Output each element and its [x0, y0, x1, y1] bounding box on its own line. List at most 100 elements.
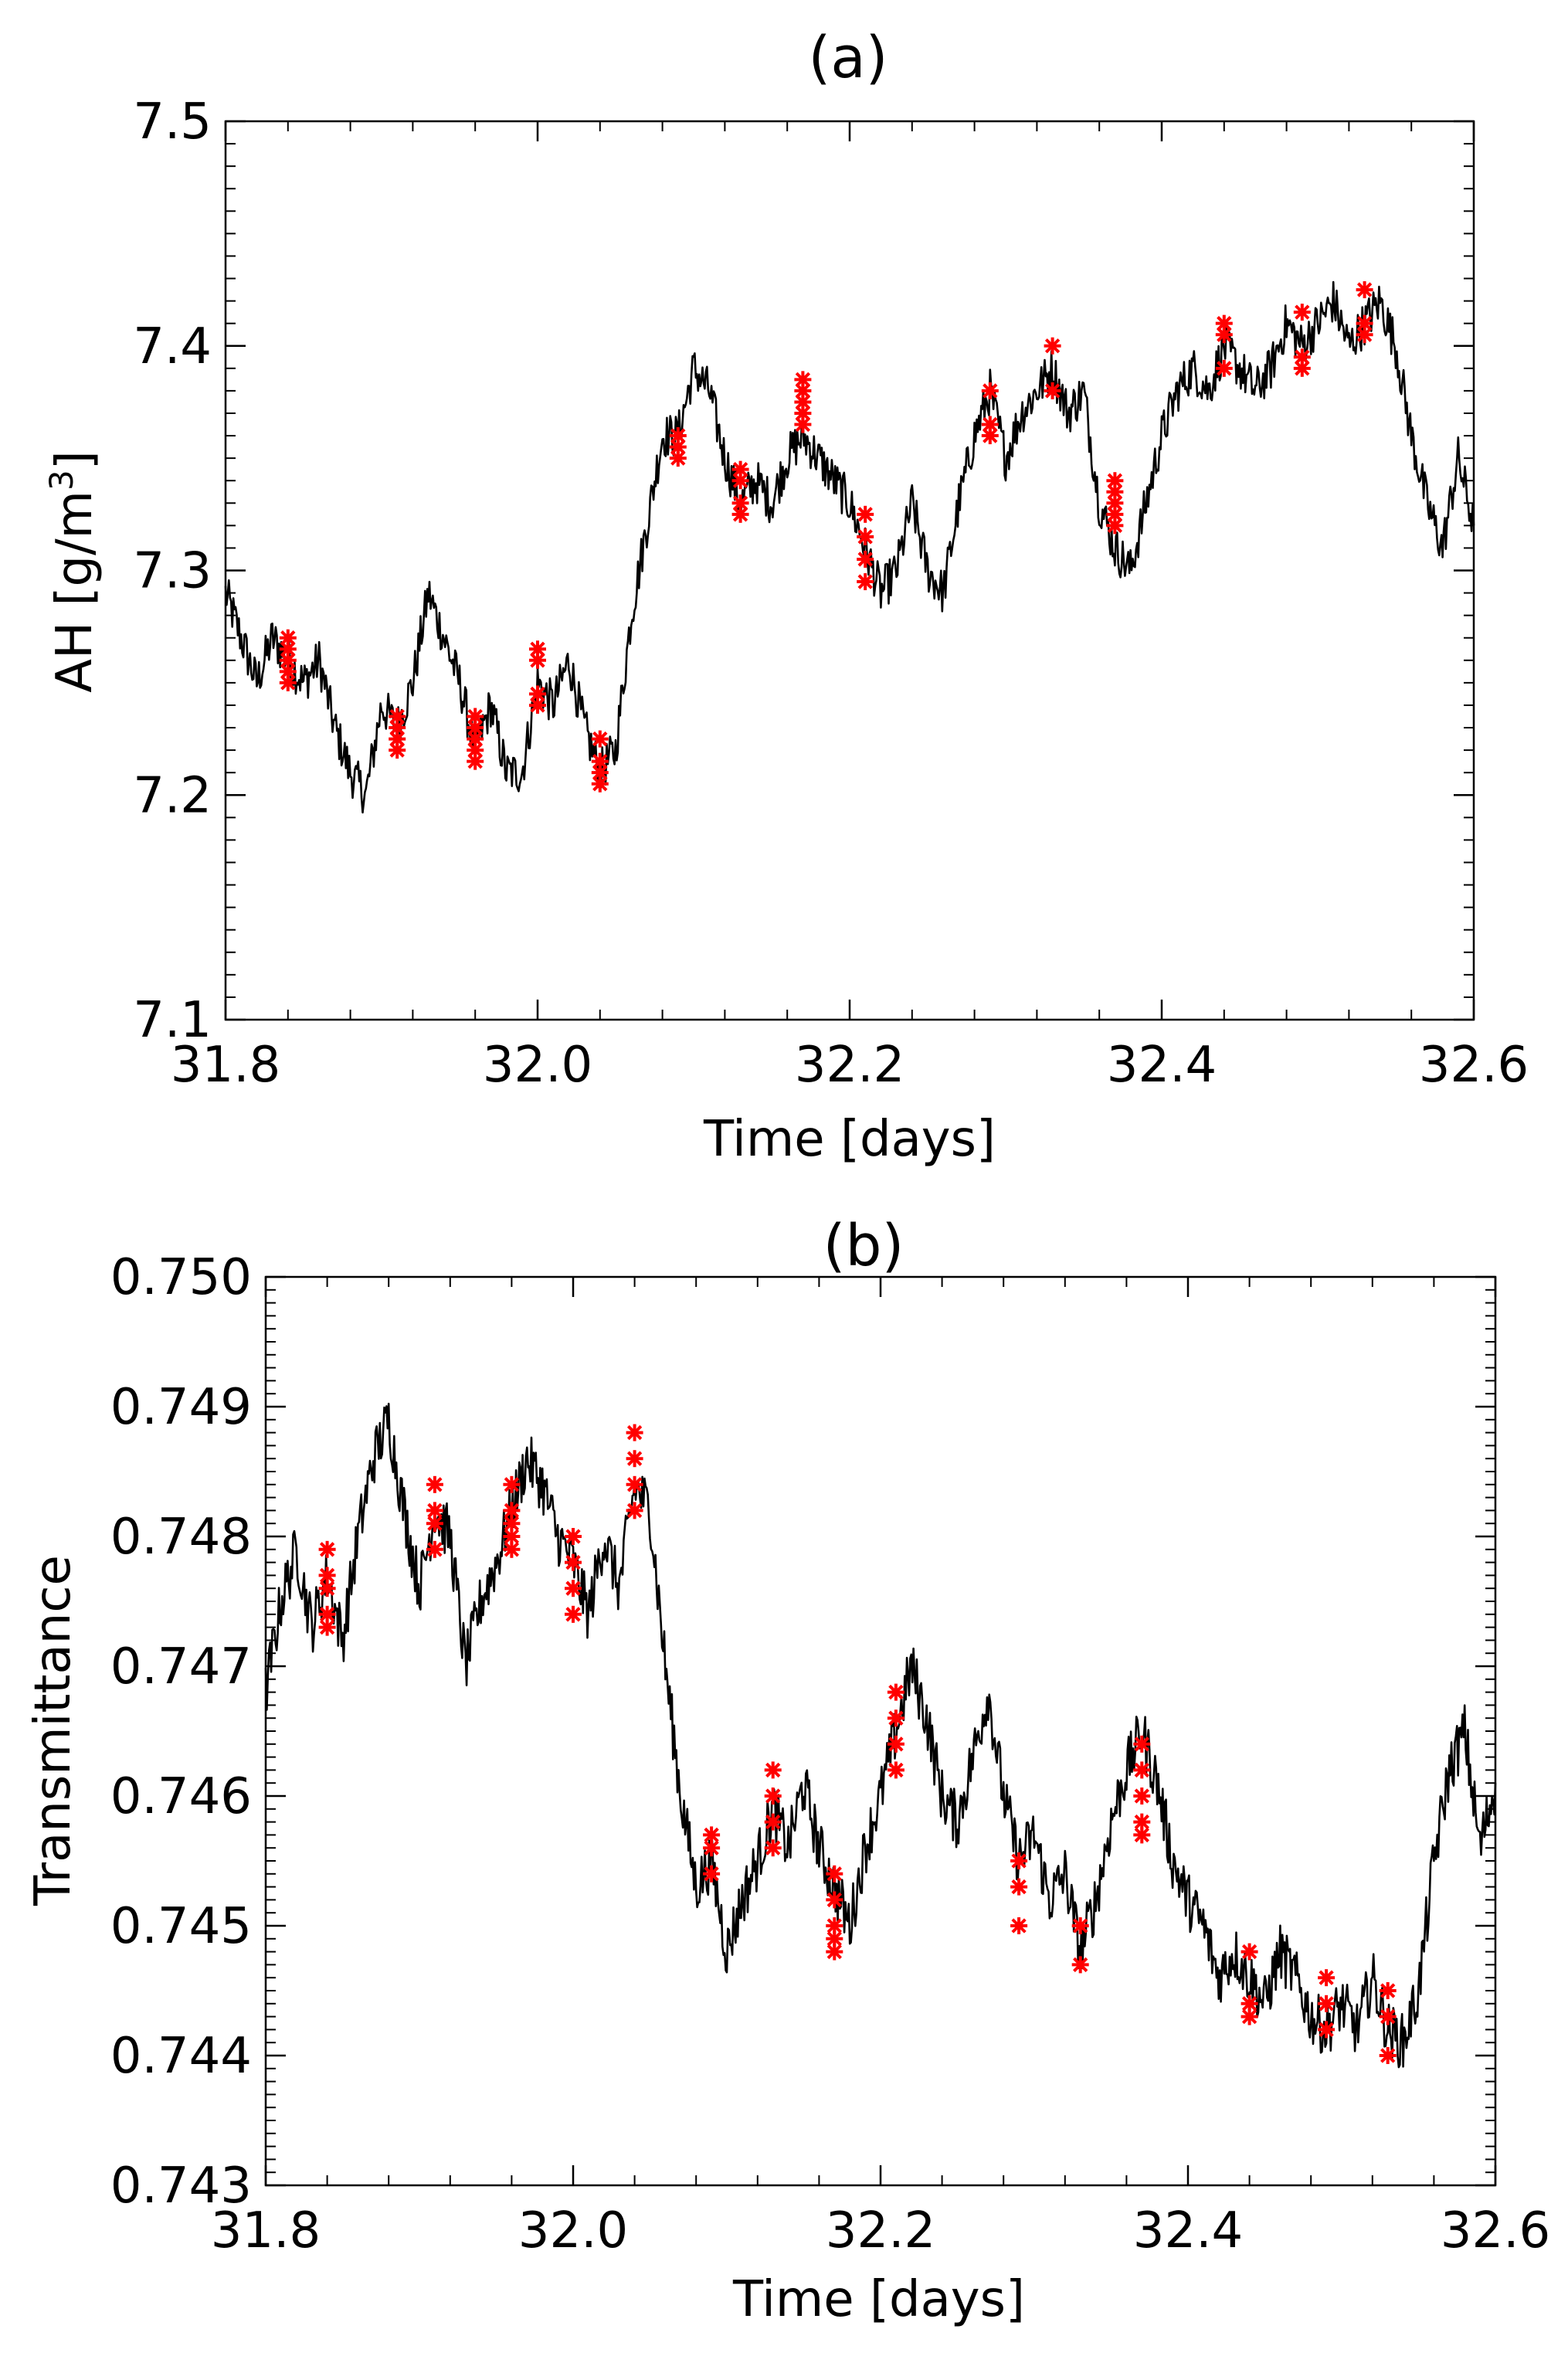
data-marker — [529, 640, 546, 658]
panel-a-ylabel-main: AH [g/m — [46, 491, 104, 693]
data-marker — [426, 1540, 443, 1558]
data-marker — [1215, 359, 1233, 377]
data-marker — [981, 382, 999, 399]
data-marker — [1379, 2047, 1397, 2064]
data-marker — [1106, 517, 1124, 535]
data-marker — [565, 1553, 582, 1571]
panel-a-ylabel-sup: 3 — [42, 470, 80, 491]
data-marker — [503, 1502, 521, 1519]
y-tick-label: 7.5 — [133, 93, 212, 151]
data-marker — [981, 427, 999, 445]
data-marker — [426, 1515, 443, 1533]
panel-a-title: (a) — [808, 25, 888, 91]
x-tick-label: 32.6 — [1419, 1037, 1529, 1094]
panel-b-title: (b) — [823, 1213, 904, 1279]
x-tick-label: 32.6 — [1441, 2202, 1551, 2259]
y-tick-label: 0.750 — [110, 1249, 252, 1306]
data-marker — [1010, 1917, 1028, 1934]
x-tick-label: 31.8 — [171, 1037, 281, 1094]
panel-a-ylabel-close: ] — [46, 450, 104, 470]
data-marker — [764, 1839, 782, 1857]
panel-a-axis-ticks — [224, 120, 1475, 1021]
data-marker — [669, 450, 687, 467]
data-marker — [1106, 494, 1124, 512]
data-marker — [318, 1580, 336, 1597]
data-marker — [1318, 1995, 1336, 2012]
data-marker — [318, 1567, 336, 1584]
x-tick-label: 32.4 — [1107, 1037, 1217, 1094]
data-marker — [857, 573, 874, 591]
x-tick-label: 32.0 — [483, 1037, 593, 1094]
data-marker — [1240, 1943, 1258, 1961]
data-marker — [565, 1580, 582, 1597]
panel-b-axis-ticks — [264, 1275, 1497, 2187]
y-tick-label: 0.744 — [110, 2028, 252, 2085]
panel-b-series — [264, 1402, 1497, 2069]
data-marker — [794, 371, 812, 389]
data-marker — [503, 1540, 521, 1558]
data-marker — [529, 696, 546, 714]
data-marker — [1240, 2008, 1258, 2025]
y-tick-label: 0.746 — [110, 1768, 252, 1825]
panel-b-ylabel: Transmittance — [25, 1555, 82, 1906]
y-tick-label: 0.747 — [110, 1638, 252, 1696]
series-line-a — [224, 280, 1475, 814]
data-marker — [887, 1761, 904, 1779]
y-tick-label: 0.745 — [110, 1898, 252, 1955]
series-line-b — [264, 1402, 1497, 2069]
data-marker — [764, 1813, 782, 1831]
panel-b-tick-labels: 31.8 32.0 32.2 32.4 32.6 0.743 0.744 0.745 0.746… — [110, 1249, 1550, 2259]
x-tick-label: 32.0 — [518, 2202, 629, 2259]
data-marker — [764, 1788, 782, 1805]
data-marker — [887, 1735, 904, 1753]
y-tick-label: 7.2 — [133, 767, 212, 824]
data-marker — [1044, 337, 1061, 355]
data-marker — [731, 472, 749, 490]
data-marker — [887, 1709, 904, 1727]
data-marker — [794, 393, 812, 411]
data-marker — [1010, 1878, 1028, 1896]
data-marker — [703, 1865, 721, 1883]
data-marker — [426, 1502, 443, 1519]
data-marker — [426, 1475, 443, 1493]
data-marker — [731, 505, 749, 523]
data-marker — [887, 1683, 904, 1701]
data-marker — [389, 742, 406, 759]
panel-a: (a) 31.8 32.0 32.2 32.4 32.67.17.27.37.47.5 … — [42, 25, 1529, 1168]
data-marker — [1379, 2008, 1397, 2025]
data-marker — [857, 550, 874, 568]
y-tick-label: 7.4 — [133, 318, 212, 375]
data-marker — [279, 629, 297, 647]
x-tick-label: 32.2 — [795, 1037, 905, 1094]
data-marker — [857, 505, 874, 523]
y-tick-label: 7.1 — [133, 992, 212, 1049]
data-marker — [1133, 1735, 1151, 1753]
x-tick-label: 31.8 — [211, 2202, 321, 2259]
data-marker — [529, 651, 546, 669]
data-marker — [1071, 1956, 1089, 1974]
data-marker — [626, 1450, 643, 1468]
panel-a-markers — [279, 281, 1373, 793]
data-marker — [318, 1618, 336, 1636]
panel-a-series — [224, 280, 1475, 814]
data-marker — [1293, 304, 1311, 321]
data-marker — [1215, 326, 1233, 344]
data-marker — [1379, 1982, 1397, 1999]
y-tick-label: 0.743 — [110, 2158, 252, 2215]
y-tick-label: 7.3 — [133, 543, 212, 600]
data-marker — [565, 1528, 582, 1545]
data-marker — [565, 1605, 582, 1623]
panel-a-tick-labels: 31.8 32.0 32.2 32.4 32.6 7.1 7.2 7.3 7.4 7.5 — [133, 93, 1529, 1094]
data-marker — [626, 1475, 643, 1493]
data-marker — [1356, 281, 1373, 299]
data-marker — [1318, 2021, 1336, 2039]
panel-b-xlabel: Time [days] — [732, 2271, 1025, 2328]
data-marker — [1071, 1917, 1089, 1934]
panel-b: (b) 31.8 32.0 32.2 32.4 32.6 0.743 0.744 0.745 0… — [25, 1213, 1550, 2328]
data-marker — [1356, 326, 1373, 344]
data-marker — [857, 528, 874, 545]
y-tick-label: 0.748 — [110, 1509, 252, 1566]
data-marker — [591, 730, 609, 748]
data-marker — [279, 674, 297, 691]
